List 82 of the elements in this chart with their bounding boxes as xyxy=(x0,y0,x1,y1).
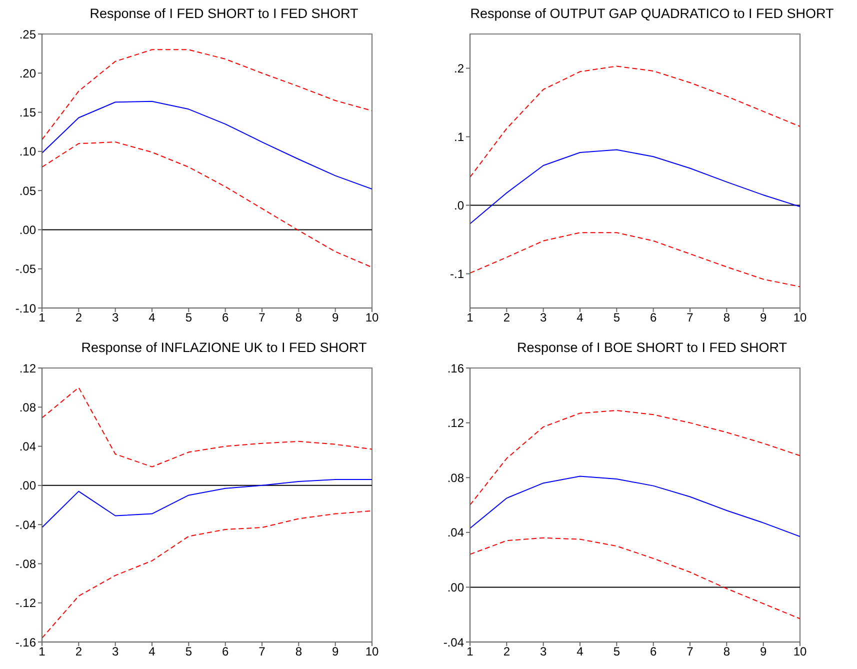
y-tick-label: .04 xyxy=(19,440,36,454)
x-tick-label: 2 xyxy=(503,310,510,325)
y-tick-label: .00 xyxy=(447,580,464,594)
x-tick-label: 9 xyxy=(332,644,339,659)
y-tick-label: -.05 xyxy=(15,262,36,276)
line-series xyxy=(470,66,800,178)
x-tick-label: 7 xyxy=(686,644,694,659)
x-tick-label: 1 xyxy=(38,310,46,325)
x-tick-label: 4 xyxy=(576,310,584,325)
x-tick-label: 9 xyxy=(760,644,767,659)
x-tick-label: 6 xyxy=(222,644,229,659)
line-series xyxy=(42,387,372,468)
y-tick-label: -.10 xyxy=(15,301,36,316)
y-tick-label: -.16 xyxy=(15,635,36,650)
chart-title: Response of I FED SHORT to I FED SHORT xyxy=(88,5,360,23)
y-tick-label: .08 xyxy=(19,400,36,414)
x-tick-label: 6 xyxy=(222,310,229,325)
y-tick-label: .20 xyxy=(19,66,36,80)
x-tick-label: 7 xyxy=(686,310,694,325)
line-series xyxy=(470,149,800,224)
chart-title: Response of OUTPUT GAP QUADRATICO to I FED SHORT xyxy=(469,5,835,23)
y-tick-label: -.1 xyxy=(450,267,464,282)
y-tick-label: .15 xyxy=(19,106,36,120)
x-tick-label: 8 xyxy=(295,310,302,325)
x-tick-label: 1 xyxy=(466,644,474,659)
x-tick-label: 6 xyxy=(650,310,657,325)
line-series xyxy=(42,100,372,190)
x-tick-label: 8 xyxy=(723,644,730,659)
x-tick-label: 9 xyxy=(760,310,767,325)
y-tick-label: -.12 xyxy=(15,596,36,610)
x-tick-label: 2 xyxy=(503,644,510,659)
y-tick-label: .12 xyxy=(19,361,36,376)
line-series xyxy=(470,476,800,538)
line-series xyxy=(470,537,800,620)
x-tick-label: 10 xyxy=(365,310,379,325)
line-series xyxy=(42,142,372,268)
line-series xyxy=(42,49,372,140)
x-tick-label: 8 xyxy=(723,310,730,325)
line-series xyxy=(470,410,800,506)
x-tick-label: 1 xyxy=(38,644,46,659)
x-tick-label: 9 xyxy=(332,310,339,325)
y-tick-label: .00 xyxy=(19,478,36,493)
chart-title: Response of I BOE SHORT to I FED SHORT xyxy=(516,339,788,357)
x-tick-label: 5 xyxy=(613,310,620,325)
x-tick-label: 4 xyxy=(148,310,156,325)
x-tick-label: 5 xyxy=(185,644,192,659)
x-tick-label: 4 xyxy=(148,644,156,659)
y-tick-label: .10 xyxy=(19,144,36,159)
x-tick-label: 10 xyxy=(793,310,807,325)
chart-title: Response of INFLAZIONE UK to I FED SHORT xyxy=(80,339,368,357)
x-tick-label: 3 xyxy=(540,310,547,325)
x-tick-label: 8 xyxy=(295,644,302,659)
x-tick-label: 6 xyxy=(650,644,657,659)
x-tick-label: 5 xyxy=(613,644,620,659)
y-tick-label: .1 xyxy=(454,130,464,144)
y-tick-label: .12 xyxy=(447,416,464,430)
y-tick-label: .0 xyxy=(454,198,464,213)
x-tick-label: 1 xyxy=(466,310,474,325)
line-series xyxy=(470,232,800,288)
x-tick-label: 5 xyxy=(185,310,192,325)
y-tick-label: .16 xyxy=(447,361,464,376)
line-series xyxy=(42,510,372,639)
y-tick-label: .00 xyxy=(19,222,36,237)
y-tick-label: -.08 xyxy=(15,556,36,571)
line-series xyxy=(42,479,372,528)
x-tick-label: 3 xyxy=(540,644,547,659)
x-tick-label: 2 xyxy=(75,310,82,325)
x-tick-label: 10 xyxy=(793,644,807,659)
y-tick-label: .25 xyxy=(19,27,36,42)
x-tick-label: 4 xyxy=(576,644,584,659)
y-tick-label: -.04 xyxy=(443,635,464,650)
y-tick-label: .08 xyxy=(447,470,464,485)
y-tick-label: .2 xyxy=(454,62,464,76)
x-tick-label: 10 xyxy=(365,644,379,659)
x-tick-label: 3 xyxy=(112,310,119,325)
y-tick-label: -.04 xyxy=(15,518,36,532)
x-tick-label: 7 xyxy=(258,310,266,325)
y-tick-label: .05 xyxy=(19,184,36,198)
x-tick-label: 3 xyxy=(112,644,119,659)
x-tick-label: 7 xyxy=(258,644,266,659)
y-tick-label: .04 xyxy=(447,526,464,540)
x-tick-label: 2 xyxy=(75,644,82,659)
